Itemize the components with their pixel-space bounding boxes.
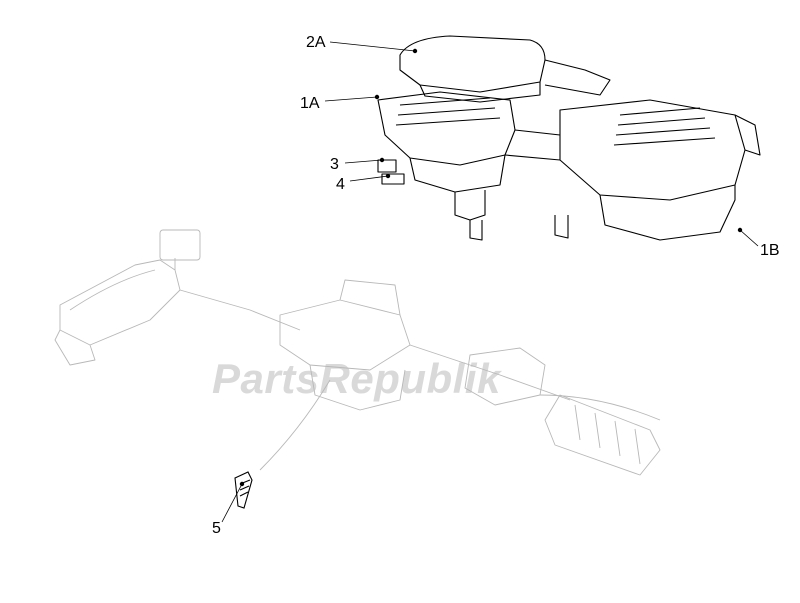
parts-diagram: PartsRepublik xyxy=(0,0,800,603)
callout-4: 4 xyxy=(336,176,345,194)
callout-1B: 1B xyxy=(760,242,780,260)
exploded-sketch xyxy=(0,0,800,603)
callout-2A: 2A xyxy=(306,34,326,52)
callout-3: 3 xyxy=(330,156,339,174)
callout-1A: 1A xyxy=(300,95,320,113)
callout-5: 5 xyxy=(212,520,221,538)
